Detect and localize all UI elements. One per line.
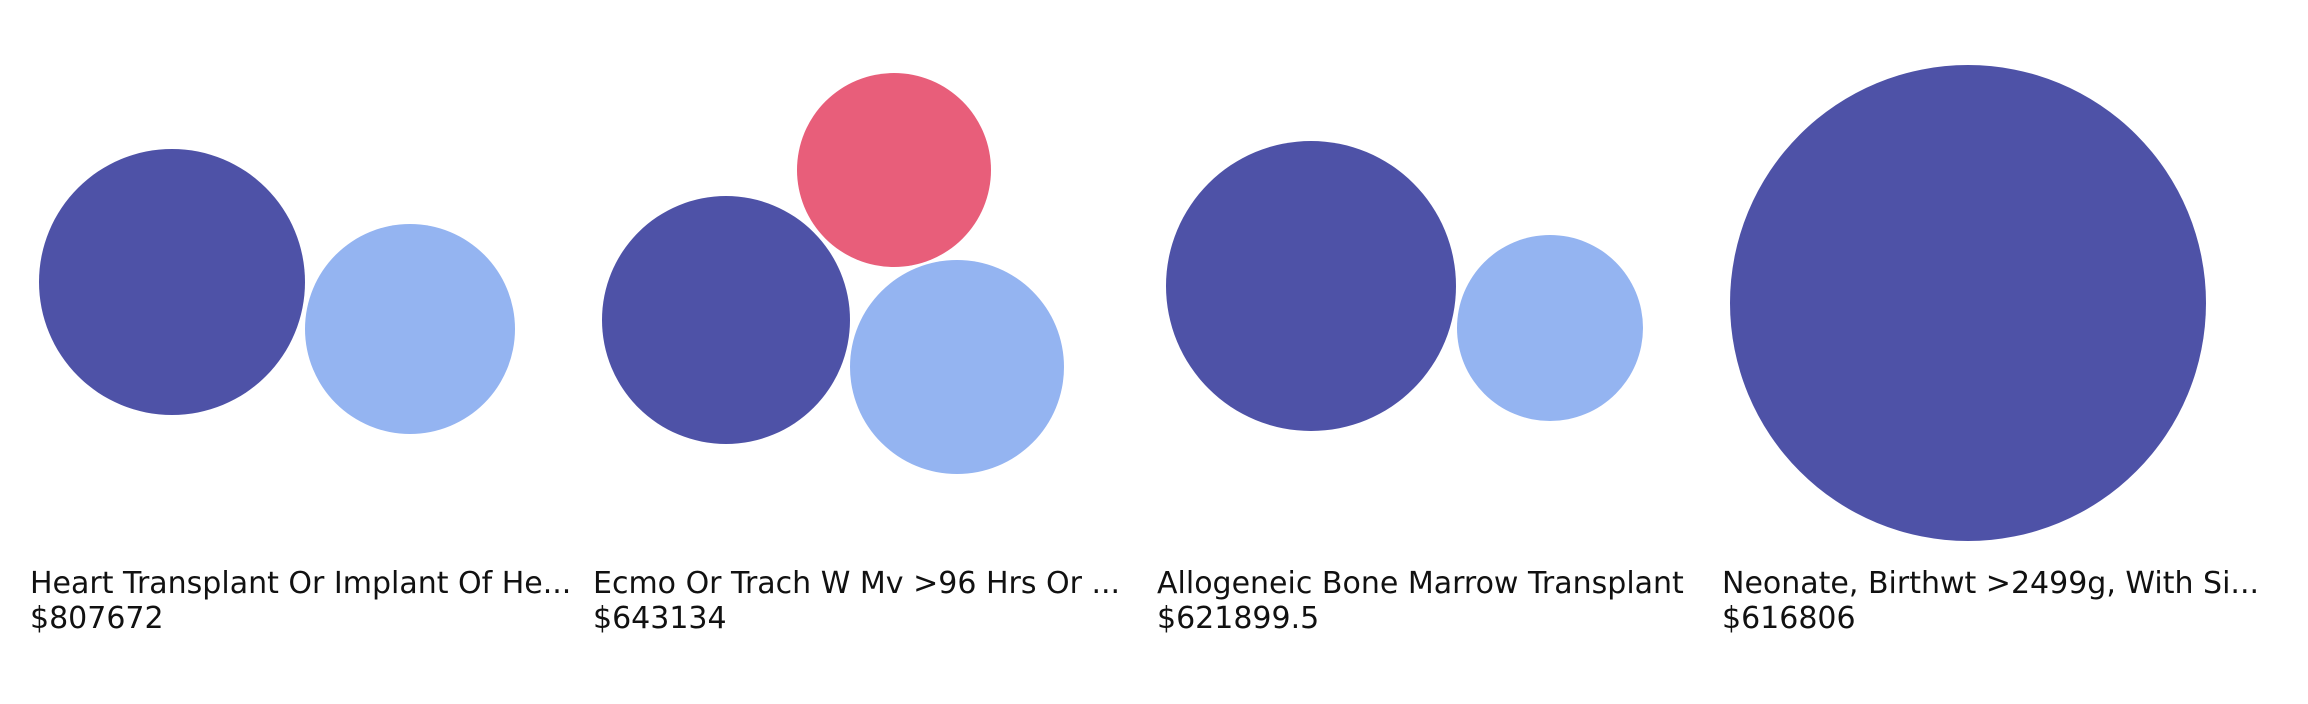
bubble[interactable]	[1457, 235, 1643, 421]
bubble[interactable]	[39, 149, 305, 415]
cell-title: Ecmo Or Trach W Mv >96 Hrs Or ...	[593, 566, 1120, 601]
cell-title: Neonate, Birthwt >2499g, With Si...	[1722, 566, 2259, 601]
cell-value: $616806	[1722, 601, 1856, 636]
chart-cell: Neonate, Birthwt >2499g, With Si...$6168…	[1722, 65, 2259, 636]
cell-value: $621899.5	[1157, 601, 1319, 636]
cell-title: Heart Transplant Or Implant Of He...	[30, 566, 571, 601]
bubble[interactable]	[305, 224, 515, 434]
bubble[interactable]	[797, 73, 991, 267]
bubble[interactable]	[1166, 141, 1456, 431]
chart-cell: Heart Transplant Or Implant Of He...$807…	[30, 149, 571, 636]
bubble[interactable]	[850, 260, 1064, 474]
bubble[interactable]	[602, 196, 850, 444]
cell-value: $643134	[593, 601, 727, 636]
chart-cell: Allogeneic Bone Marrow Transplant$621899…	[1157, 141, 1684, 636]
cell-title: Allogeneic Bone Marrow Transplant	[1157, 566, 1684, 601]
chart-cell: Ecmo Or Trach W Mv >96 Hrs Or ...$643134	[593, 73, 1120, 636]
bubble[interactable]	[1730, 65, 2206, 541]
cell-value: $807672	[30, 601, 164, 636]
